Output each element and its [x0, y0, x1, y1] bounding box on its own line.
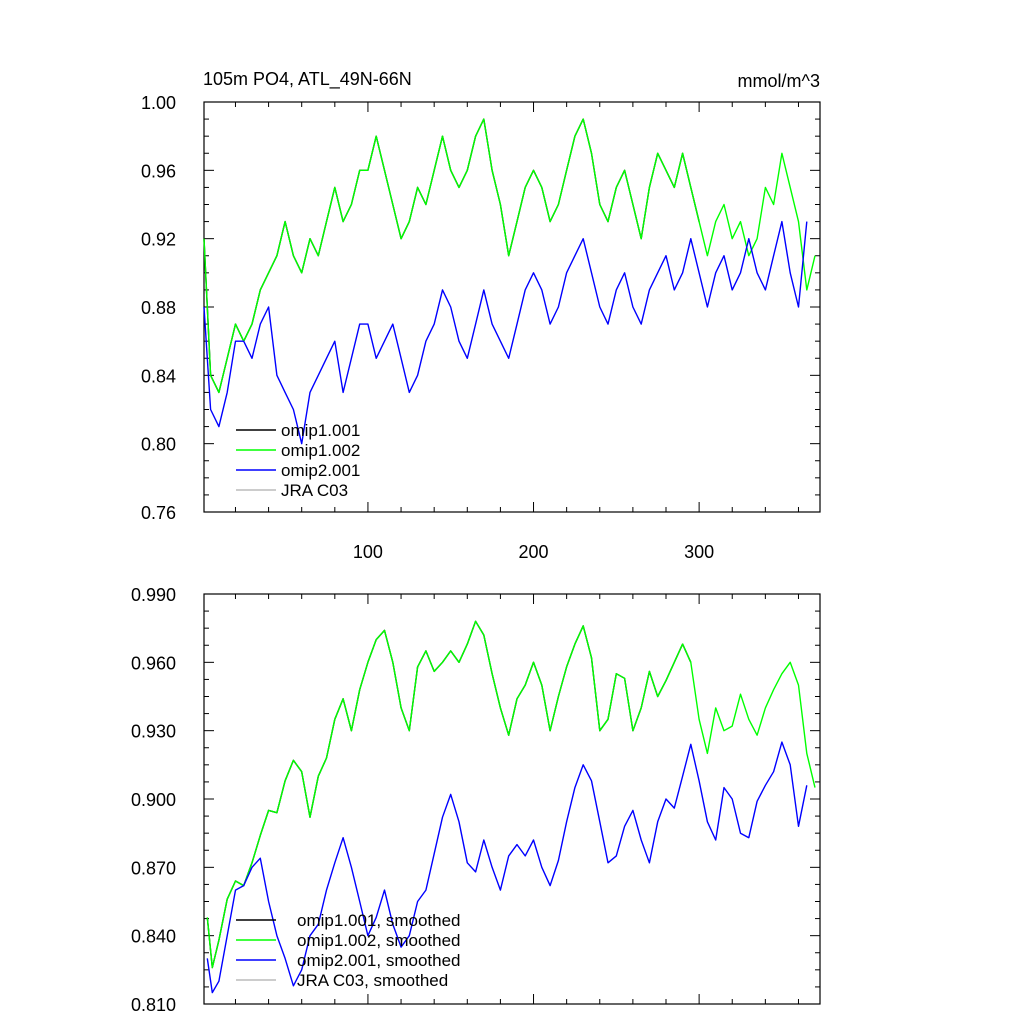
legend-label: JRA C03, smoothed: [297, 971, 448, 990]
x-tick-label: 300: [684, 542, 714, 562]
y-tick-label: 0.84: [141, 366, 176, 386]
chart-title: 105m PO4, ATL_49N-66N: [203, 69, 412, 90]
series-line: [206, 741, 808, 994]
y-tick-label: 0.870: [131, 858, 176, 878]
series-line: [203, 118, 816, 394]
y-tick-label: 0.96: [141, 161, 176, 181]
legend-label: omip2.001: [281, 461, 360, 480]
y-tick-label: 1.00: [141, 93, 176, 113]
y-tick-label: 0.960: [131, 653, 176, 673]
legend-label: omip1.001, smoothed: [297, 911, 461, 930]
series-top: [203, 118, 816, 445]
x-tick-label: 200: [519, 542, 549, 562]
legend-label: omip1.002, smoothed: [297, 931, 461, 950]
axes-bottom: 0.810 0.840 0.870 0.900 0.930 0.960 0.990: [131, 585, 820, 1015]
y-tick-label: 0.900: [131, 790, 176, 810]
y-tick-label: 0.990: [131, 585, 176, 605]
y-tick-label: 0.80: [141, 435, 176, 455]
panel-top: 105m PO4, ATL_49N-66N mmol/m^3 0.760.800…: [141, 69, 821, 562]
y-tick-label: 0.76: [141, 503, 176, 523]
series-line: [203, 220, 808, 445]
y-tick-label: 0.810: [131, 995, 176, 1015]
series-line: [206, 620, 816, 969]
series-bottom: [206, 620, 816, 994]
legend-label: omip2.001, smoothed: [297, 951, 461, 970]
y-tick-label: 0.930: [131, 722, 176, 742]
legend-label: omip1.002: [281, 441, 360, 460]
y-tick-label: 0.92: [141, 230, 176, 250]
legend-label: omip1.001: [281, 421, 360, 440]
axes-top: 0.76 0.80 0.84 0.88 0.92 0.96 1.00 100 200 300: [141, 93, 820, 562]
legend-label: JRA C03: [281, 481, 348, 500]
y-tick-label: 0.840: [131, 927, 176, 947]
panel-bottom: 0.810 0.840 0.870 0.900 0.930 0.960 0.990 omip…: [131, 585, 821, 1015]
series-line: [203, 118, 700, 394]
units-label: mmol/m^3: [738, 71, 820, 91]
y-tick-label: 0.88: [141, 298, 176, 318]
x-tick-label: 100: [353, 542, 383, 562]
